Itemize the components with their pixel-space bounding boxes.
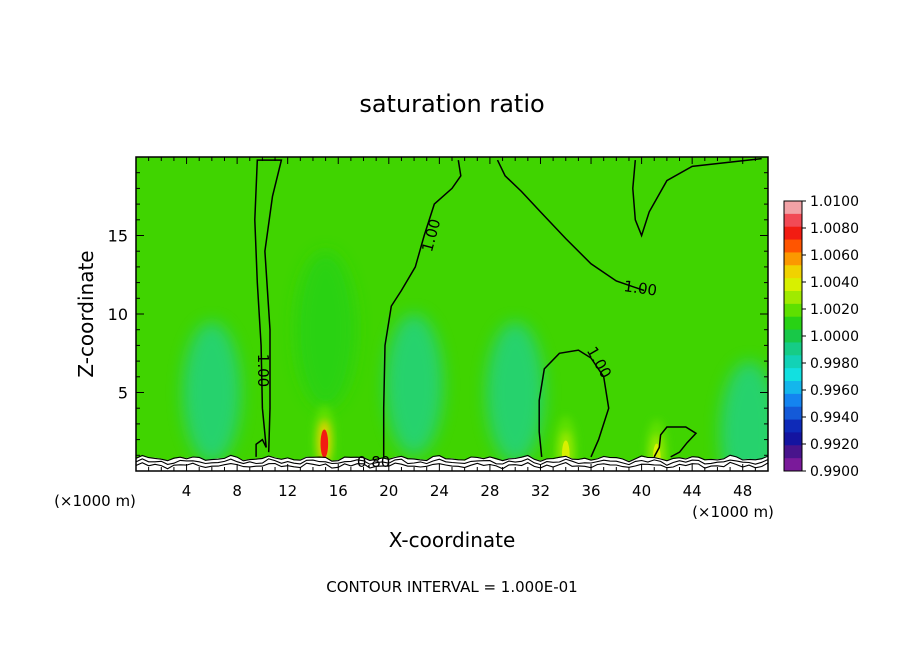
colorbar-swatch <box>784 329 802 343</box>
contour-line <box>538 349 610 458</box>
y-tick-label: 5 <box>118 384 128 403</box>
x-tick-label: 12 <box>278 482 297 500</box>
colorbar-swatch <box>784 226 802 241</box>
colorbar-swatch <box>784 316 802 331</box>
colorbar-label: 0.9980 <box>810 356 859 372</box>
terrain-surface <box>136 454 768 471</box>
colorbar: 1.0100 1.0080 1.0060 1.0040 1.0020 1.0000 0.99… <box>783 194 859 480</box>
colorbar-label: 0.9920 <box>810 437 859 453</box>
x-tick-label: 24 <box>430 482 449 500</box>
chart-title: saturation ratio <box>359 90 544 118</box>
x-tick-label: 28 <box>480 482 499 500</box>
colorbar-swatch <box>784 265 802 279</box>
colorbar-swatch <box>784 303 802 318</box>
x-tick-label: 44 <box>683 482 702 500</box>
colorbar-label: 1.0020 <box>810 302 859 318</box>
colorbar-swatch <box>784 419 802 433</box>
y-tick-label: 10 <box>108 305 128 324</box>
x-unit-left: (×1000 m) <box>54 492 136 510</box>
x-tick-label: 36 <box>581 482 600 500</box>
colorbar-swatch <box>784 252 802 266</box>
x-axis-label: X-coordinate <box>389 528 516 552</box>
low-saturation-region <box>719 361 768 471</box>
colorbar-label: 1.0080 <box>810 221 859 237</box>
contour-line <box>653 426 698 458</box>
plot-area: 1.001.001.00 1.000.80 4 8 12 16 20 24 28 32 36 40 4… <box>108 156 769 500</box>
colorbar-swatch <box>784 291 802 305</box>
moist-plume <box>295 251 356 409</box>
colorbar-swatch <box>784 406 802 421</box>
low-saturation-region <box>182 321 241 464</box>
saturation-maximum <box>554 416 578 471</box>
colorbar-swatch <box>784 213 802 228</box>
colorbar-swatch <box>784 381 802 395</box>
colorbar-label: 1.0000 <box>810 329 859 345</box>
field-background <box>136 157 768 471</box>
colorbar-label: 1.0100 <box>810 194 859 210</box>
colorbar-swatch <box>784 445 802 459</box>
near-ground-contour <box>136 461 768 470</box>
contour-line <box>496 159 645 292</box>
contour-line <box>382 159 462 457</box>
saturation-maximum <box>312 405 336 471</box>
y-tick-label: 15 <box>108 227 128 246</box>
colorbar-label: 0.9940 <box>810 410 859 426</box>
low-saturation-region <box>385 314 444 456</box>
low-saturation-region <box>486 321 545 464</box>
x-unit-right: (×1000 m) <box>692 503 774 521</box>
x-tick-label: 40 <box>632 482 651 500</box>
x-tick-label: 20 <box>379 482 398 500</box>
contour-label: 0.80 <box>357 453 390 471</box>
x-tick-label: 4 <box>182 482 192 500</box>
contour-line <box>254 159 283 457</box>
y-axis-label: Z-coordinate <box>74 250 98 377</box>
colorbar-label: 0.9960 <box>810 383 859 399</box>
x-tick-label: 48 <box>733 482 752 500</box>
colorbar-label: 0.9900 <box>810 464 859 480</box>
colorbar-swatch <box>784 201 802 215</box>
colorbar-swatch <box>784 278 802 292</box>
contour-interval-note: CONTOUR INTERVAL = 1.000E-01 <box>326 578 577 596</box>
x-tick-label: 16 <box>329 482 348 500</box>
x-tick-label: 8 <box>232 482 242 500</box>
colorbar-label: 1.0040 <box>810 275 859 291</box>
x-tick-label: 32 <box>531 482 550 500</box>
colorbar-label: 1.0060 <box>810 248 859 264</box>
near-ground-contour <box>136 454 768 463</box>
near-ground-contour <box>136 458 768 466</box>
colorbar-swatch <box>784 458 802 472</box>
contour-label: 1.00 <box>254 354 272 387</box>
contour-lines <box>254 157 762 458</box>
colorbar-swatch <box>784 432 802 446</box>
colorbar-swatch <box>784 393 802 408</box>
contour-line <box>632 157 762 238</box>
contour-label: 1.00 <box>623 277 659 299</box>
colorbar-swatch <box>784 239 802 253</box>
colorbar-swatch <box>784 368 802 382</box>
colorbar-swatch <box>784 355 802 369</box>
colorbar-swatch <box>784 342 802 356</box>
